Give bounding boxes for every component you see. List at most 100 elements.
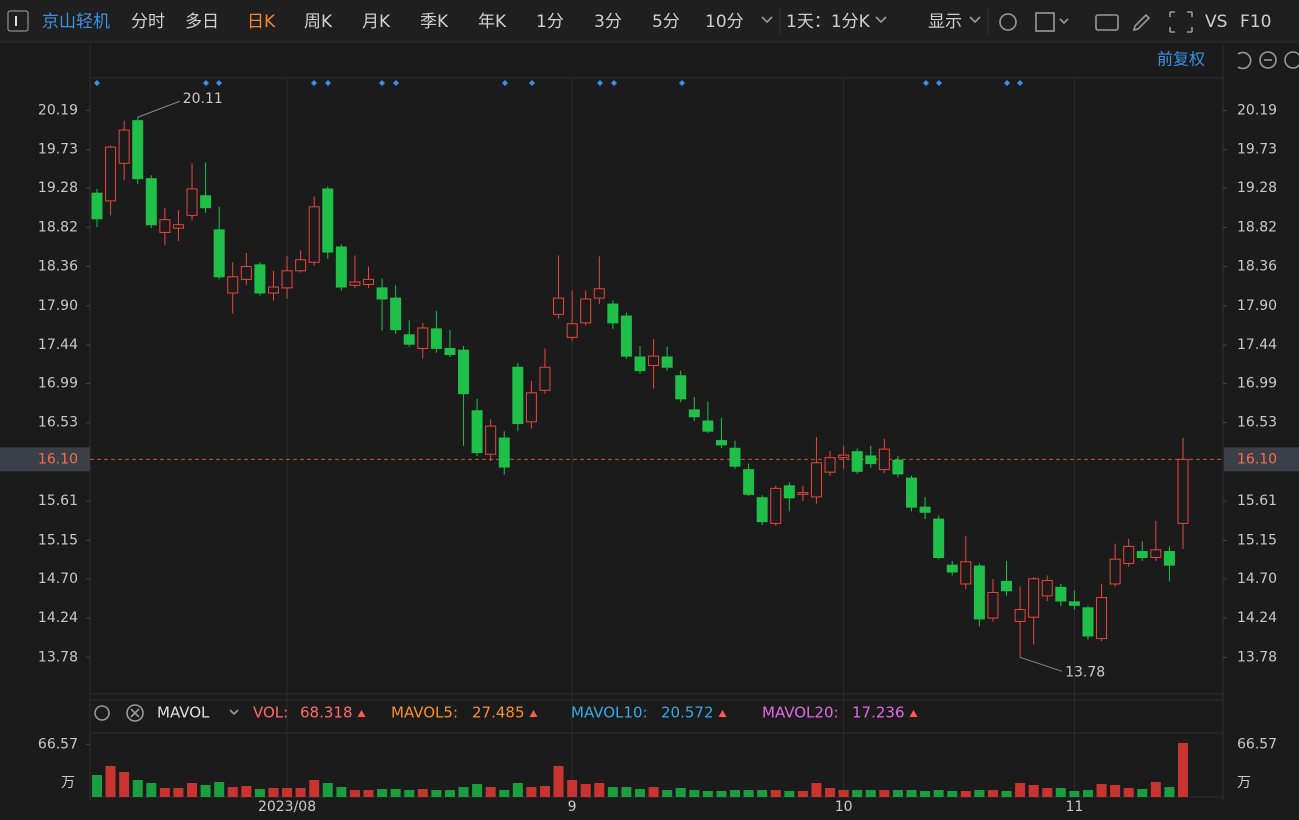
period-tab[interactable]: 年K bbox=[478, 12, 507, 32]
volume-bar bbox=[132, 779, 143, 797]
candle-body bbox=[987, 591, 999, 619]
volume-bar bbox=[987, 790, 998, 797]
candle-body bbox=[1028, 578, 1040, 618]
f10-button[interactable]: F10 bbox=[1240, 12, 1271, 32]
y-tick-label: 17.44 bbox=[1237, 337, 1277, 353]
period-tab[interactable]: 10分 bbox=[705, 12, 744, 32]
volume-bar bbox=[309, 779, 320, 797]
volume-bar bbox=[553, 765, 564, 797]
candle-body bbox=[1068, 601, 1080, 606]
volume-bar bbox=[580, 784, 591, 797]
volume-bar bbox=[1001, 790, 1012, 797]
period-tab[interactable]: 周K bbox=[304, 12, 333, 32]
period-tab[interactable]: 3分 bbox=[594, 12, 622, 32]
indicator-close[interactable] bbox=[126, 704, 144, 722]
settings-icon[interactable] bbox=[999, 13, 1017, 31]
chevron[interactable] bbox=[229, 709, 239, 716]
volume-bar bbox=[377, 789, 388, 797]
period-tab[interactable]: 多日 bbox=[185, 12, 219, 32]
stat-value: 20.572 bbox=[661, 704, 714, 722]
volume-bar bbox=[295, 787, 306, 797]
volume-unit: 万 bbox=[61, 775, 75, 791]
up-arrow bbox=[909, 710, 918, 717]
y-tick-label: 14.70 bbox=[1237, 571, 1277, 587]
volume-bar bbox=[1082, 790, 1093, 797]
zoom-out-icon[interactable] bbox=[1259, 51, 1277, 69]
y-tick-label: 19.28 bbox=[1237, 180, 1277, 196]
stat-name: VOL: bbox=[253, 704, 288, 722]
period-tab[interactable]: 5分 bbox=[652, 12, 680, 32]
stat-value: 17.236 bbox=[852, 704, 905, 722]
x-tick-label: 11 bbox=[1065, 799, 1083, 815]
volume-bar bbox=[499, 790, 510, 797]
volume-bar bbox=[838, 790, 849, 797]
volume-bar bbox=[662, 790, 673, 797]
candle-body bbox=[444, 347, 456, 355]
candle-body bbox=[525, 392, 537, 423]
y-tick-label: 19.73 bbox=[38, 142, 78, 158]
candle-body bbox=[105, 146, 117, 202]
y-tick-label: 19.28 bbox=[38, 180, 78, 196]
volume-bar bbox=[933, 790, 944, 797]
candle-body bbox=[267, 286, 279, 294]
candle-body bbox=[743, 469, 755, 495]
candle-body bbox=[281, 270, 293, 289]
period-tab[interactable]: 月K bbox=[362, 12, 391, 32]
indicator-settings[interactable] bbox=[94, 705, 110, 721]
low-pointer bbox=[1019, 656, 1063, 672]
fullscreen-icon[interactable] bbox=[1169, 11, 1193, 33]
candle-body bbox=[1014, 609, 1026, 622]
period-tab[interactable]: 季K bbox=[420, 12, 449, 32]
vs-button[interactable]: VS bbox=[1205, 12, 1227, 32]
candle-body bbox=[756, 497, 768, 523]
up-arrow bbox=[718, 710, 727, 717]
volume-bar bbox=[607, 787, 618, 797]
volume-bar bbox=[757, 790, 768, 797]
volume-bar bbox=[322, 782, 333, 797]
period-tab[interactable]: 1分 bbox=[536, 12, 564, 32]
candle-body bbox=[702, 420, 714, 432]
candle-body bbox=[200, 195, 212, 209]
volume-bar bbox=[879, 790, 890, 797]
chevron[interactable] bbox=[969, 16, 981, 24]
adjust-mode[interactable]: 前复权 bbox=[1157, 50, 1205, 69]
volume-bar bbox=[431, 790, 442, 797]
volume-bar bbox=[512, 782, 523, 797]
candle-body bbox=[553, 297, 565, 315]
candle-body bbox=[118, 129, 130, 164]
volume-bar bbox=[1069, 790, 1080, 797]
up-arrow bbox=[529, 710, 538, 717]
menu-icon[interactable] bbox=[7, 10, 29, 32]
candle-body bbox=[729, 447, 741, 467]
volume-bar bbox=[241, 786, 252, 797]
display-menu[interactable]: 显示 bbox=[928, 12, 962, 32]
reset-icon[interactable] bbox=[1237, 51, 1252, 70]
volume-bar bbox=[892, 790, 903, 797]
candle-body bbox=[1109, 558, 1121, 585]
volume-bar bbox=[1096, 784, 1107, 797]
y-tick-label: 16.53 bbox=[1237, 415, 1277, 431]
layout-icon[interactable] bbox=[1035, 12, 1055, 32]
candle-body bbox=[906, 477, 917, 508]
stat-name: MAVOL20: bbox=[762, 704, 839, 722]
volume-bar bbox=[1123, 787, 1134, 797]
chevron[interactable] bbox=[761, 16, 773, 24]
zoom-in-icon[interactable] bbox=[1284, 51, 1299, 69]
draw-icon[interactable] bbox=[1132, 13, 1151, 32]
period-tab[interactable]: 分时 bbox=[131, 12, 165, 32]
chevron[interactable] bbox=[875, 16, 887, 24]
camera-icon[interactable] bbox=[1095, 14, 1119, 31]
stock-name[interactable]: 京山轻机 bbox=[42, 12, 110, 32]
volume-bar bbox=[852, 790, 863, 797]
interval[interactable]: 1天：1分K bbox=[786, 12, 871, 32]
candle-body bbox=[458, 349, 470, 395]
indicator-name[interactable]: MAVOL bbox=[157, 704, 210, 722]
chevron[interactable] bbox=[1059, 18, 1069, 25]
volume-bar bbox=[214, 781, 225, 797]
volume-bar bbox=[1028, 784, 1039, 797]
volume-bar bbox=[947, 790, 958, 797]
period-tab[interactable]: 日K bbox=[247, 12, 276, 32]
volume-bar bbox=[282, 787, 293, 797]
volume-bar bbox=[1164, 787, 1175, 797]
volume-bar bbox=[458, 787, 469, 797]
